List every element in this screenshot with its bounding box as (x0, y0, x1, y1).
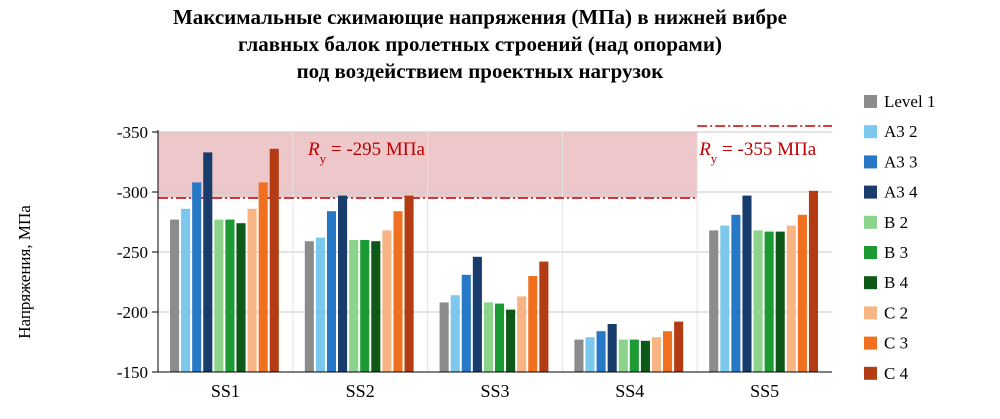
bar-ss3-a3-2 (450, 295, 460, 372)
bar-ss3-c-4 (539, 261, 549, 372)
legend-swatch (864, 366, 877, 380)
bar-ss1-a3-4 (203, 152, 213, 372)
x-category-label: SS3 (480, 381, 509, 401)
bar-ss2-b-3 (360, 240, 370, 372)
bar-ss2-b-2 (349, 240, 359, 372)
bar-ss4-a3-2 (585, 337, 595, 372)
bar-ss5-a3-3 (731, 214, 741, 372)
legend-label: B 2 (884, 213, 908, 232)
bar-ss4-level-1 (574, 339, 584, 372)
legend-swatch (864, 155, 877, 169)
bar-ss1-c-3 (258, 182, 268, 372)
bar-ss1-a3-2 (181, 208, 191, 372)
bar-ss4-a3-3 (596, 331, 606, 372)
legend-swatch (864, 276, 877, 290)
bar-ss2-c-2 (382, 230, 392, 372)
y-tick-label: -200 (117, 303, 148, 322)
x-category-label: SS4 (615, 381, 644, 401)
legend-label: C 4 (884, 364, 909, 383)
bar-ss2-a3-4 (338, 195, 348, 372)
bar-ss3-b-4 (506, 309, 516, 372)
bar-ss4-a3-4 (607, 324, 617, 372)
bar-ss3-a3-4 (472, 256, 482, 372)
legend-label: A3 2 (884, 122, 918, 141)
bar-ss5-level-1 (709, 230, 719, 372)
legend: Level 1 A3 2 A3 3 A3 4 B 2 B 3 B 4 C 2 C 3 C 4 (864, 92, 935, 383)
bar-ss4-c-4 (674, 321, 684, 372)
bar-ss2-a3-3 (326, 211, 337, 372)
y-axis-label: Напряжения, МПа (15, 205, 34, 339)
bar-ss4-c-3 (663, 331, 673, 372)
bar-ss3-a3-3 (461, 274, 471, 372)
y-tick-label: -250 (117, 243, 148, 262)
legend-swatch (864, 125, 877, 139)
chart-title: Максимальные сжимающие напряжения (МПа) … (0, 4, 960, 85)
bar-ss2-level-1 (304, 241, 314, 372)
legend-swatch (864, 215, 877, 229)
bar-ss4-b-2 (618, 339, 628, 372)
bar-ss5-b-3 (764, 231, 774, 372)
bar-ss3-c-3 (528, 276, 538, 372)
legend-swatch (864, 336, 877, 350)
x-category-label: SS2 (346, 381, 375, 401)
legend-swatch (864, 185, 877, 199)
legend-label: C 2 (884, 303, 908, 322)
bar-ss5-a3-2 (720, 225, 730, 372)
bar-ss5-b-2 (753, 230, 763, 372)
bar-ss5-c-4 (808, 190, 818, 372)
legend-label: A3 4 (884, 183, 918, 202)
bar-ss4-b-4 (640, 340, 650, 372)
bar-ss2-c-3 (393, 211, 403, 372)
bar-ss4-c-2 (651, 337, 662, 372)
bar-ss5-b-4 (775, 231, 785, 372)
bar-ss1-level-1 (170, 219, 180, 372)
bar-ss2-c-4 (404, 195, 414, 372)
legend-label: B 4 (884, 273, 909, 292)
bar-ss1-c-4 (269, 148, 279, 372)
x-category-label: SS1 (211, 381, 240, 401)
y-tick-label: -300 (117, 183, 148, 202)
reference-line-label: Ry = -295 МПа (307, 139, 426, 166)
reference-lines-layer: Ry = -295 МПа Ry = -355 МПа (158, 125, 832, 199)
legend-swatch (864, 306, 877, 320)
bar-ss1-c-2 (247, 208, 257, 372)
bar-ss2-b-4 (371, 241, 381, 372)
bars-layer (170, 148, 818, 372)
reference-line-label: Ry = -355 МПа (698, 139, 817, 166)
bar-ss1-b-3 (225, 219, 235, 372)
legend-label: C 3 (884, 334, 908, 353)
legend-label: Level 1 (884, 92, 935, 111)
bar-ss3-level-1 (439, 302, 449, 372)
chart-title-line-3: под воздействием проектных нагрузок (296, 59, 664, 83)
bar-ss5-c-3 (797, 214, 807, 372)
bar-ss2-a3-2 (315, 237, 325, 372)
bar-ss3-b-3 (495, 303, 505, 372)
bar-ss3-c-2 (517, 296, 527, 372)
y-tick-label: -350 (117, 123, 148, 142)
chart-title-line-1: Максимальные сжимающие напряжения (МПа) … (172, 5, 788, 29)
bar-ss1-b-2 (214, 219, 224, 372)
bar-ss5-a3-4 (742, 195, 752, 372)
bar-ss5-c-2 (786, 225, 796, 372)
legend-swatch (864, 246, 877, 259)
bar-ss3-b-2 (483, 302, 493, 372)
axes-layer: -150 -200 -250 -300 -350 SS1 SS2 SS3 SS4 SS5 (117, 123, 832, 401)
chart-title-line-2: главных балок пролетных строений (над оп… (238, 32, 722, 56)
legend-label: B 3 (884, 243, 908, 262)
legend-swatch (864, 95, 877, 108)
bar-ss4-b-3 (629, 339, 639, 372)
bar-ss1-b-4 (236, 223, 246, 372)
legend-label: A3 3 (884, 152, 918, 171)
bar-ss1-a3-3 (192, 182, 202, 372)
y-tick-label: -150 (117, 363, 148, 382)
x-category-label: SS5 (750, 381, 779, 401)
